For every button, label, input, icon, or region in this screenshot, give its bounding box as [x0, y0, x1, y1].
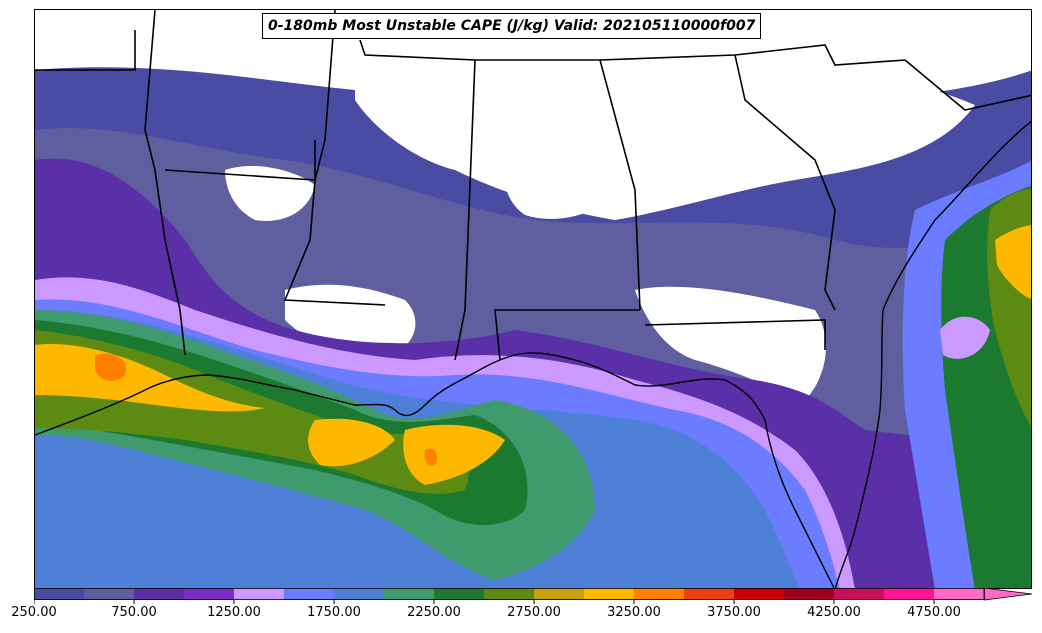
no-cape-texas [225, 165, 315, 221]
colorbar-segment [334, 588, 385, 600]
cape-contour-map [35, 10, 1031, 588]
coastline [35, 120, 1031, 588]
cape-map [34, 9, 1032, 589]
colorbar-tick-label: 3750.00 [707, 605, 761, 620]
cape-region-3000c [403, 424, 505, 485]
colorbar-outline [34, 588, 985, 600]
cape-region-1250-east [940, 316, 990, 359]
colorbar-segment [634, 588, 685, 600]
colorbar-segment [884, 588, 935, 600]
colorbar-segment [584, 588, 635, 600]
cape-region-3000 [35, 344, 265, 412]
colorbar [34, 588, 1033, 604]
colorbar-segment [234, 588, 285, 600]
colorbar-tick-label: 3250.00 [607, 605, 661, 620]
colorbar-segment [484, 588, 535, 600]
cape-region-3250 [95, 353, 126, 382]
map-title: 0-180mb Most Unstable CAPE (J/kg) Valid:… [262, 13, 762, 39]
colorbar-segment [34, 588, 85, 600]
colorbar-segment [84, 588, 135, 600]
state-boundaries [35, 10, 1031, 361]
cape-region-3000-east [995, 225, 1031, 300]
no-cape-ms [504, 166, 615, 219]
colorbar-segment [534, 588, 585, 600]
colorbar-segment [434, 588, 485, 600]
colorbar-segment [684, 588, 735, 600]
colorbar-tick-label: 2250.00 [407, 605, 461, 620]
colorbar-segment [934, 588, 985, 600]
cape-region-3000b [308, 418, 395, 467]
no-cape-georgia [635, 286, 826, 400]
colorbar-tick-label: 250.00 [11, 605, 57, 620]
cape-region-3250b [424, 448, 437, 466]
colorbar-tick-label: 4750.00 [907, 605, 961, 620]
colorbar-segment [184, 588, 235, 600]
colorbar-tick-label: 750.00 [111, 605, 157, 620]
colorbar-tick-label: 1750.00 [307, 605, 361, 620]
colorbar-tick-label: 1250.00 [207, 605, 261, 620]
colorbar-tick-label: 2750.00 [507, 605, 561, 620]
colorbar-segment [834, 588, 885, 600]
colorbar-segment [734, 588, 785, 600]
colorbar-extend-arrow [983, 588, 1033, 601]
colorbar-segment [134, 588, 185, 600]
colorbar-segment [784, 588, 835, 600]
colorbar-segment [384, 588, 435, 600]
colorbar-tick-label: 4250.00 [807, 605, 861, 620]
colorbar-segment [284, 588, 335, 600]
